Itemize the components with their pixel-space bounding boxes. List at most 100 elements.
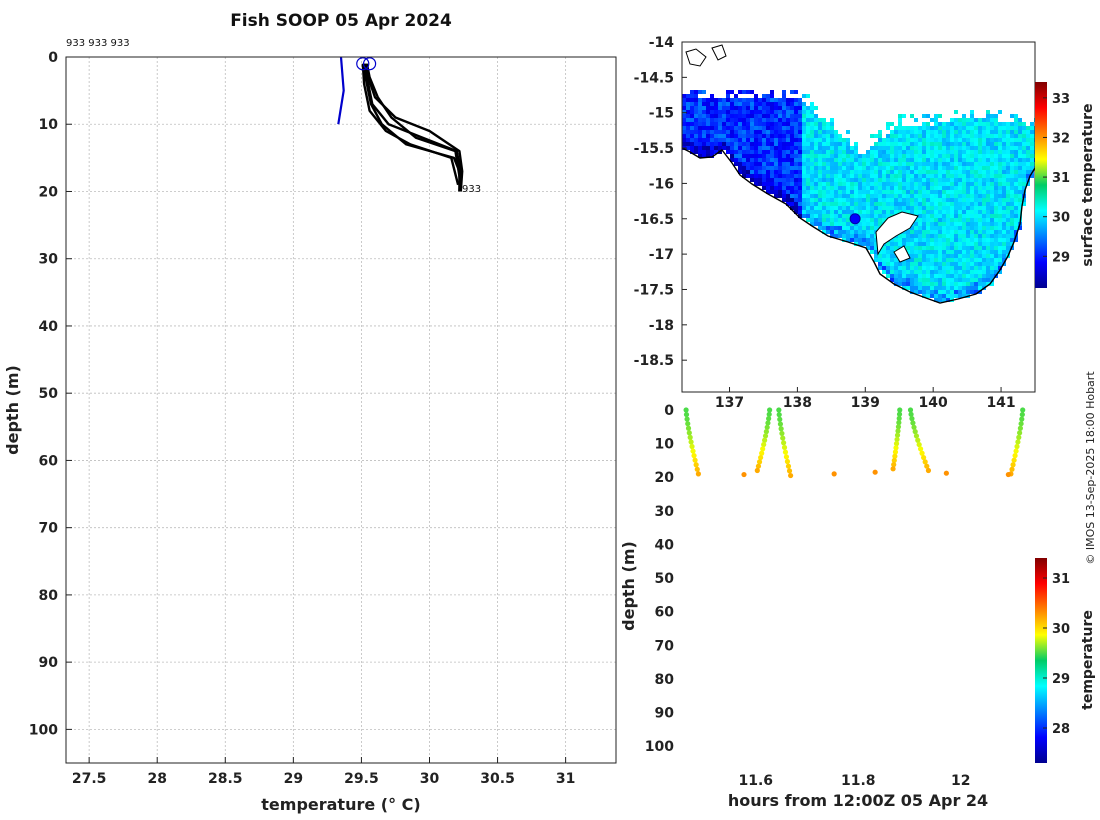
sst-pixel: [894, 150, 898, 154]
sst-pixel: [950, 154, 954, 158]
sst-pixel: [998, 214, 1002, 218]
sst-pixel: [770, 154, 774, 158]
sst-pixel: [786, 110, 790, 114]
sst-pixel: [690, 146, 694, 150]
sst-pixel: [942, 238, 946, 242]
sst-pixel: [866, 210, 870, 214]
sst-pixel: [798, 186, 802, 190]
sst-pixel: [918, 230, 922, 234]
sst-pixel: [950, 218, 954, 222]
sst-pixel: [814, 138, 818, 142]
sst-pixel: [718, 126, 722, 130]
sst-pixel: [986, 210, 990, 214]
sst-pixel: [1010, 130, 1014, 134]
sst-pixel: [926, 170, 930, 174]
sst-pixel: [1018, 186, 1022, 190]
sst-pixel: [898, 162, 902, 166]
sst-pixel: [938, 166, 942, 170]
sst-pixel: [750, 102, 754, 106]
sst-pixel: [950, 126, 954, 130]
sst-pixel: [870, 162, 874, 166]
sst-pixel: [1010, 218, 1014, 222]
sst-pixel: [898, 146, 902, 150]
sst-pixel: [682, 134, 686, 138]
sst-pixel: [826, 230, 830, 234]
sst-pixel: [910, 238, 914, 242]
sst-pixel: [838, 194, 842, 198]
sst-pixel: [990, 218, 994, 222]
sst-pixel: [854, 206, 858, 210]
sst-pixel: [858, 202, 862, 206]
sst-pixel: [798, 102, 802, 106]
sst-pixel: [910, 230, 914, 234]
sst-pixel: [754, 174, 758, 178]
sst-pixel: [762, 170, 766, 174]
sst-pixel: [742, 146, 746, 150]
sst-pixel: [830, 134, 834, 138]
sst-pixel: [930, 226, 934, 230]
sst-field: [682, 90, 1035, 302]
sst-pixel: [962, 278, 966, 282]
sst-pixel: [730, 126, 734, 130]
timeseries-y-tick-label: 10: [655, 437, 675, 453]
sst-pixel: [958, 126, 962, 130]
sst-pixel: [814, 198, 818, 202]
sst-pixel: [926, 206, 930, 210]
sst-pixel: [690, 106, 694, 110]
sst-pixel: [926, 142, 930, 146]
sst-pixel: [750, 138, 754, 142]
sst-pixel: [910, 114, 914, 118]
sst-pixel: [682, 94, 686, 98]
sst-pixel: [962, 238, 966, 242]
sst-pixel: [802, 194, 806, 198]
sst-pixel: [970, 266, 974, 270]
sst-pixel: [846, 138, 850, 142]
sst-pixel: [810, 154, 814, 158]
sst-pixel: [846, 162, 850, 166]
sst-pixel: [922, 282, 926, 286]
timeseries-point: [913, 433, 920, 439]
sst-pixel: [982, 166, 986, 170]
sst-pixel: [886, 266, 890, 270]
sst-pixel: [1018, 178, 1022, 182]
sst-pixel: [830, 190, 834, 194]
sst-pixel: [990, 194, 994, 198]
sst-pixel: [982, 210, 986, 214]
sst-pixel: [1002, 182, 1006, 186]
sst-pixel: [950, 146, 954, 150]
sst-pixel: [834, 146, 838, 150]
sst-pixel: [986, 218, 990, 222]
sst-pixel: [1014, 154, 1018, 158]
sst-pixel: [990, 282, 994, 286]
sst-pixel: [998, 206, 1002, 210]
sst-pixel: [826, 126, 830, 130]
sst-pixel: [918, 166, 922, 170]
sst-pixel: [1010, 134, 1014, 138]
sst-pixel: [938, 222, 942, 226]
sst-pixel: [926, 286, 930, 290]
sst-pixel: [914, 222, 918, 226]
sst-pixel: [850, 162, 854, 166]
sst-pixel: [718, 122, 722, 126]
timeseries-point: [786, 468, 793, 474]
timeseries-point: [908, 411, 914, 417]
sst-pixel: [938, 226, 942, 230]
sst-pixel: [950, 250, 954, 254]
sst-pixel: [810, 214, 814, 218]
sst-pixel: [730, 150, 734, 154]
sst-pixel: [898, 282, 902, 286]
sst-pixel: [774, 98, 778, 102]
sst-pixel: [722, 134, 726, 138]
sst-pixel: [706, 98, 710, 102]
sst-pixel: [738, 118, 742, 122]
sst-pixel: [858, 174, 862, 178]
sst-pixel: [1030, 150, 1034, 154]
sst-pixel: [898, 134, 902, 138]
sst-pixel: [962, 142, 966, 146]
sst-colorbar: [1035, 82, 1047, 288]
sst-pixel: [710, 118, 714, 122]
sst-pixel: [994, 250, 998, 254]
sst-pixel: [882, 146, 886, 150]
sst-pixel: [786, 178, 790, 182]
